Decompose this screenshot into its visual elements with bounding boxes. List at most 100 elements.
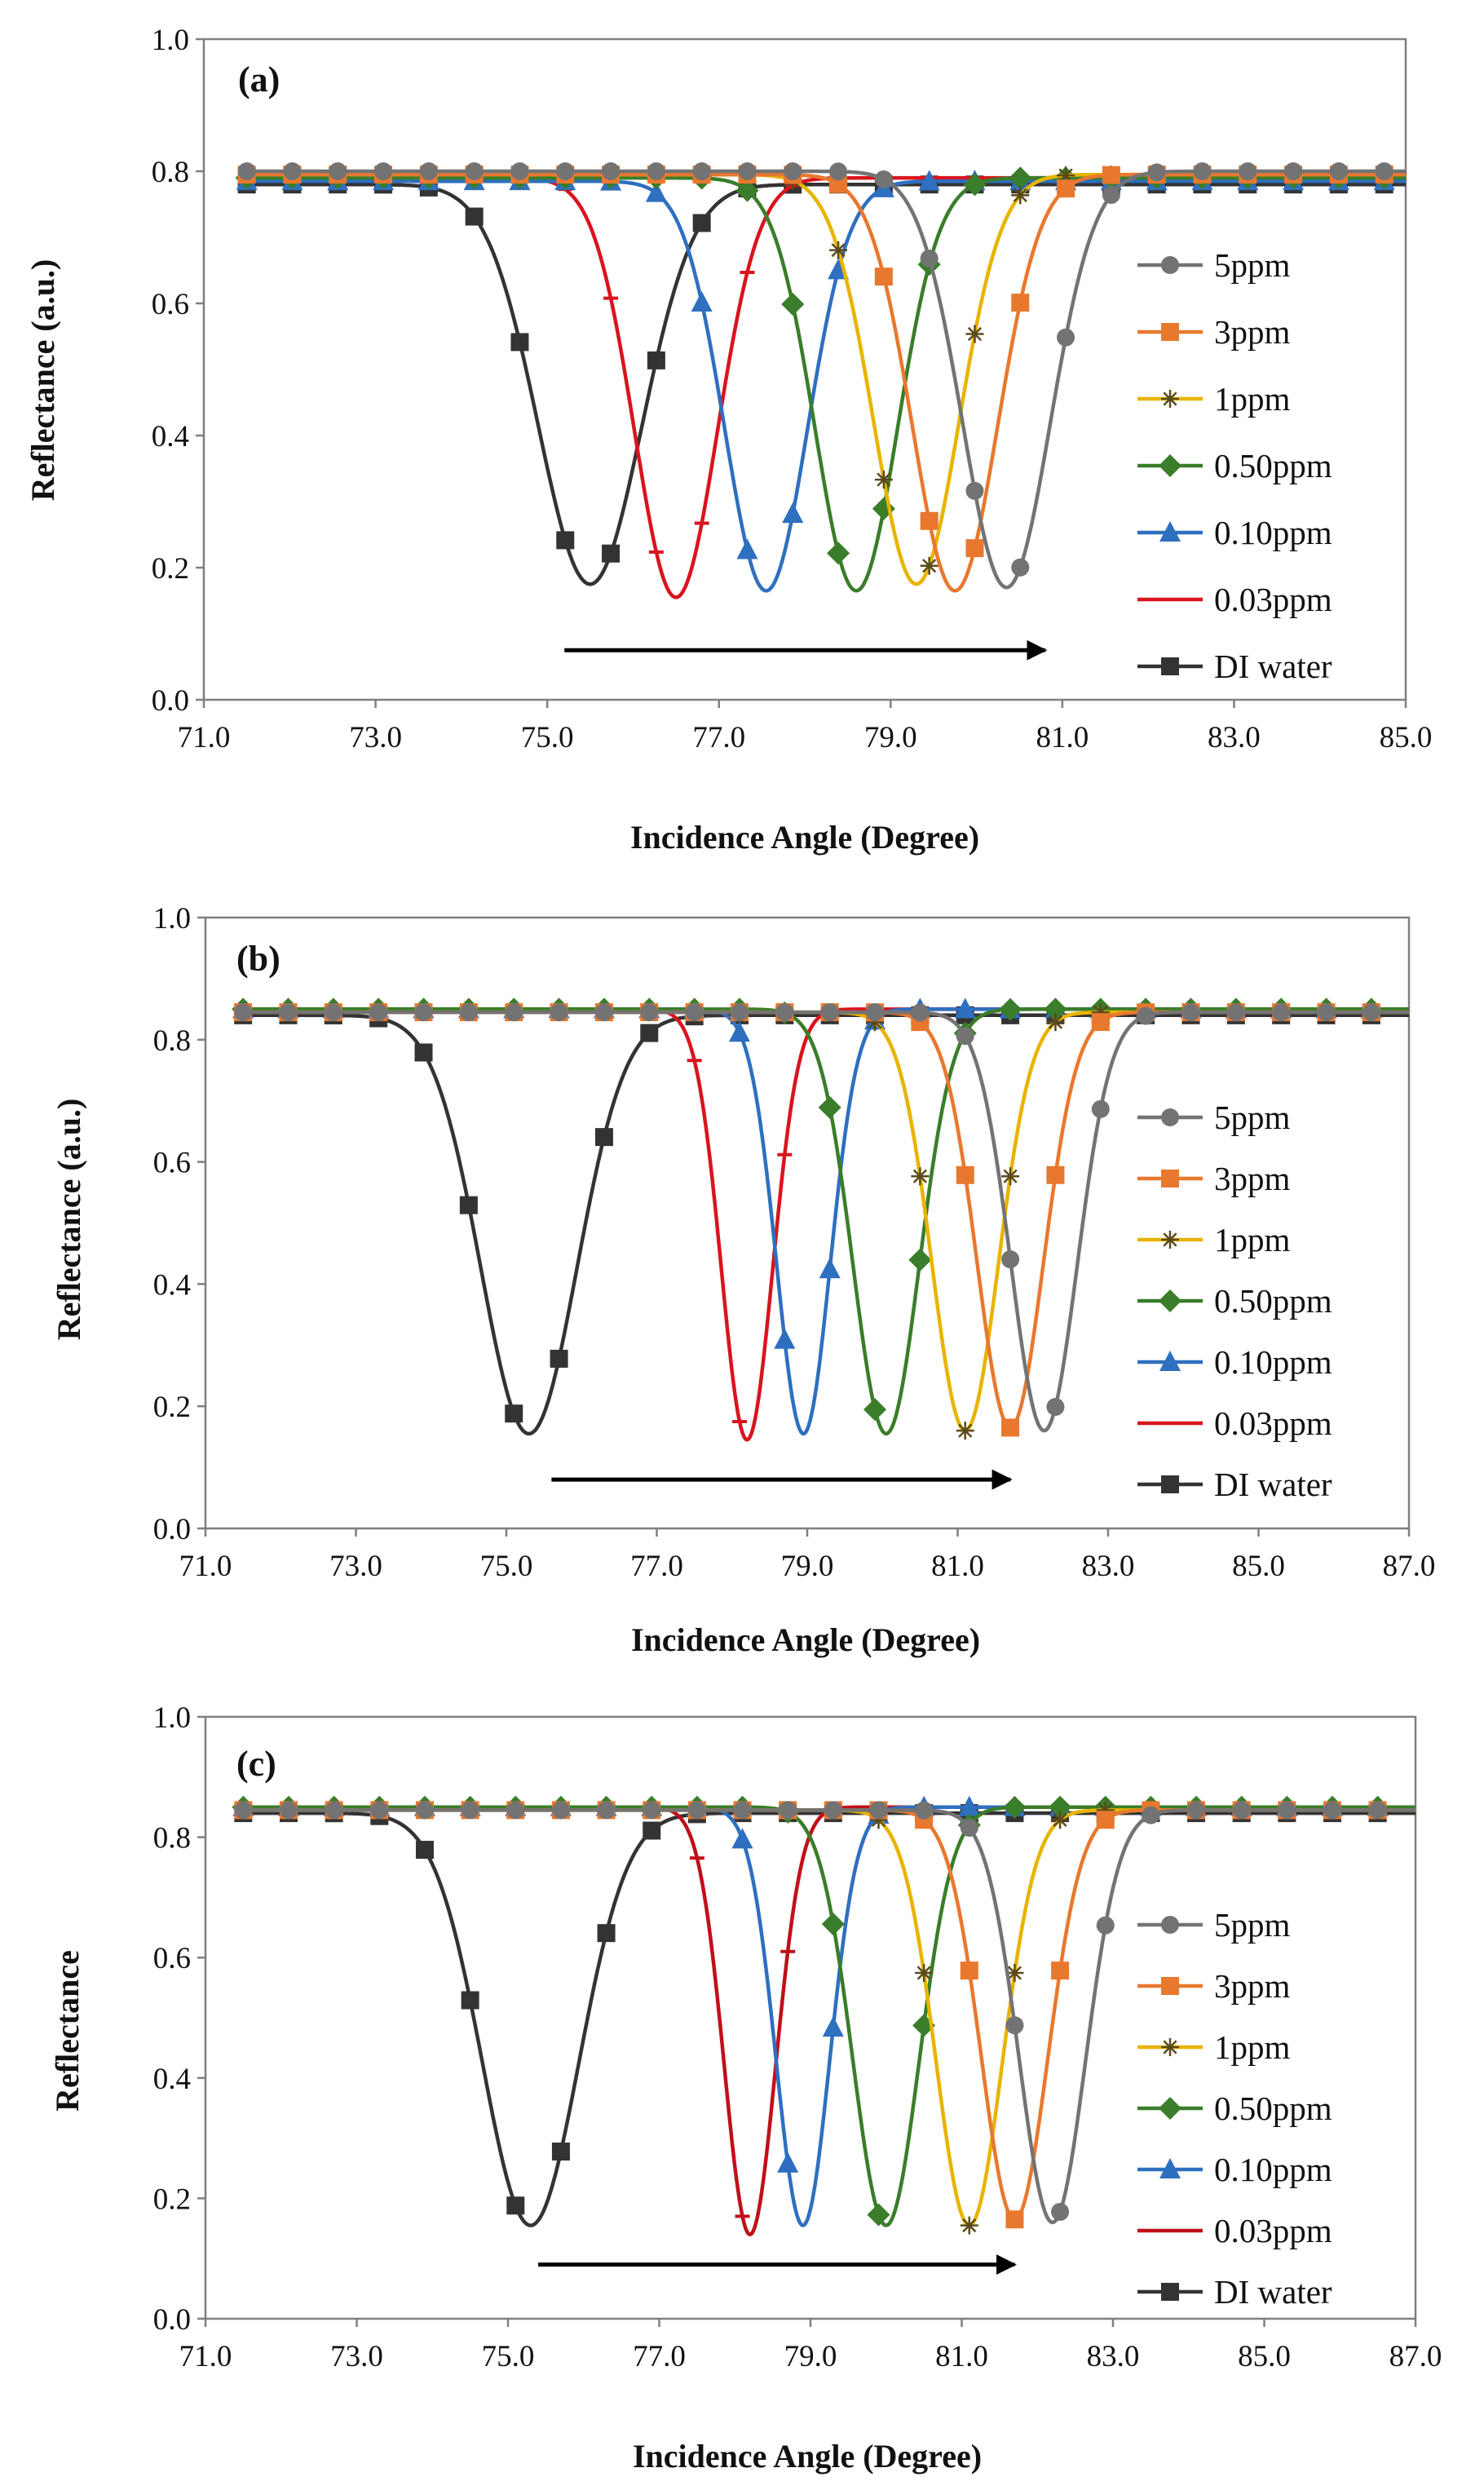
legend-item: 0.50ppm	[1137, 1282, 1332, 1320]
data-point	[506, 2196, 525, 2215]
series-line	[243, 1805, 1416, 2227]
data-point	[324, 1003, 342, 1022]
data-point	[829, 162, 848, 181]
legend-marker	[1161, 1170, 1179, 1188]
data-point	[774, 1328, 796, 1349]
y-tick-label: 0.2	[153, 1391, 191, 1424]
panel-label: (c)	[236, 1744, 276, 1784]
data-point	[1005, 1964, 1024, 1982]
data-point	[465, 207, 484, 226]
data-point	[597, 1801, 616, 1820]
data-point	[1057, 166, 1075, 185]
data-point	[1323, 1801, 1341, 1820]
data-point	[960, 2216, 978, 2235]
x-tick-label: 81.0	[1036, 721, 1089, 754]
y-tick-label: 0.8	[152, 156, 189, 189]
legend-marker	[1159, 1289, 1181, 1312]
data-point	[920, 249, 939, 268]
legend-label: 0.03ppm	[1214, 581, 1332, 618]
data-point	[419, 162, 438, 180]
legend-label: 0.03ppm	[1214, 2212, 1332, 2249]
data-point	[550, 1003, 568, 1022]
y-tick-label: 0.2	[152, 552, 189, 586]
legend-item: 0.10ppm	[1137, 1343, 1332, 1381]
data-point	[866, 1013, 885, 1032]
legend-marker	[1161, 1108, 1179, 1126]
data-point	[1102, 166, 1120, 184]
legend-marker	[1161, 657, 1179, 675]
legend-marker	[1161, 390, 1179, 408]
data-point	[1051, 1961, 1070, 1980]
data-point	[1001, 1167, 1020, 1186]
legend-label: 5ppm	[1214, 1906, 1291, 1944]
data-point	[602, 162, 621, 180]
data-point	[551, 2142, 570, 2161]
x-tick-label: 77.0	[633, 2340, 686, 2373]
data-point	[866, 1003, 885, 1022]
data-point	[1102, 185, 1120, 204]
legend-marker	[1161, 1916, 1179, 1934]
data-point	[279, 1003, 298, 1022]
data-point	[820, 1003, 839, 1022]
data-point	[1193, 162, 1212, 181]
legend-item: 5ppm	[1137, 246, 1291, 284]
legend-item: 3ppm	[1137, 1967, 1291, 2005]
data-point	[920, 556, 939, 575]
x-tick-label: 71.0	[179, 1550, 232, 1583]
data-point	[1057, 328, 1075, 347]
data-point	[414, 1043, 433, 1062]
data-point	[1362, 1003, 1380, 1022]
data-point	[461, 1801, 479, 1820]
legend-label: 0.03ppm	[1214, 1404, 1332, 1442]
data-point	[874, 471, 893, 489]
series-line	[246, 172, 1406, 593]
legend-label: 0.10ppm	[1214, 1343, 1332, 1381]
data-point	[594, 1003, 613, 1022]
series-5ppm	[234, 1003, 1409, 1433]
data-point	[827, 542, 850, 565]
legend-item: 0.03ppm	[1137, 1404, 1332, 1442]
data-point	[1226, 1003, 1245, 1022]
legend-marker	[1159, 521, 1181, 542]
data-point	[822, 2016, 844, 2037]
x-tick-label: 73.0	[329, 1550, 382, 1583]
data-point	[958, 1795, 980, 1816]
y-tick-label: 0.0	[152, 684, 189, 718]
data-point	[510, 333, 529, 352]
data-point	[1329, 162, 1348, 180]
data-point	[414, 1003, 433, 1022]
x-tick-label: 85.0	[1380, 721, 1433, 754]
legend-label: 1ppm	[1214, 2028, 1291, 2066]
legend-label: 3ppm	[1214, 313, 1291, 351]
data-point	[728, 1021, 750, 1042]
data-point	[1005, 2210, 1024, 2229]
data-point	[867, 2203, 890, 2227]
data-point	[960, 1819, 978, 1838]
data-point	[415, 1801, 434, 1820]
data-point	[234, 1003, 253, 1022]
data-point	[1049, 1795, 1072, 1819]
y-tick-label: 1.0	[152, 24, 189, 57]
data-point	[1137, 1006, 1155, 1025]
legend-label: 0.10ppm	[1214, 2151, 1332, 2188]
data-point	[325, 1801, 343, 1820]
data-point	[597, 1924, 616, 1943]
x-tick-label: 81.0	[931, 1550, 984, 1583]
data-point	[1272, 1003, 1291, 1022]
data-point	[1096, 1811, 1115, 1829]
series-5ppm	[237, 162, 1406, 590]
x-tick-label: 75.0	[521, 721, 574, 754]
data-point	[692, 162, 711, 180]
data-point	[647, 162, 665, 180]
data-point	[461, 1991, 479, 2010]
series-line	[246, 179, 1406, 593]
y-tick-label: 0.4	[153, 2063, 191, 2096]
data-point	[863, 1398, 887, 1422]
x-axis-title: Incidence Angle (Degree)	[633, 2438, 982, 2475]
data-point	[1091, 1099, 1110, 1118]
y-tick-label: 0.0	[153, 2303, 191, 2337]
x-tick-label: 87.0	[1383, 1550, 1436, 1583]
panel-label: (a)	[238, 60, 280, 100]
panel-a: (a) Incidence Angle (Degree) Reflectance…	[24, 24, 1432, 856]
